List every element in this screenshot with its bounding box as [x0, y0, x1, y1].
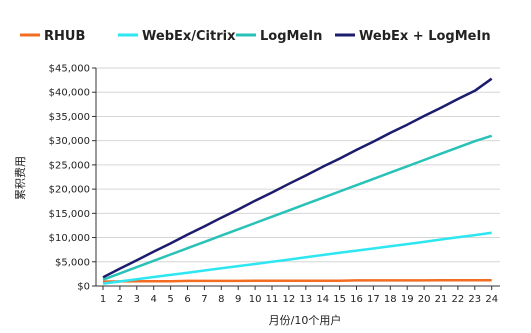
- x-tick-label: 9: [235, 294, 241, 305]
- x-tick-label: 11: [266, 294, 279, 305]
- x-tick-label: 13: [299, 294, 312, 305]
- x-tick-label: 16: [350, 294, 363, 305]
- y-tick-label: $20,000: [49, 185, 90, 196]
- x-tick-label: 7: [201, 294, 207, 305]
- x-tick-label: 20: [418, 294, 431, 305]
- x-tick-label: 1: [100, 294, 106, 305]
- x-tick-label: 15: [333, 294, 346, 305]
- series-line-logmein: [102, 134, 493, 281]
- series-lines: [102, 77, 493, 285]
- gridlines: [96, 67, 500, 263]
- x-tick-labels: 1 2 3 4 5 6 7 8 9 10 11 12 13 14 15 16 17 18 19 20 21 22 23 24: [100, 286, 498, 305]
- legend: RHUB WebEx/Citrix LogMeIn WebEx + LogMeI…: [20, 29, 491, 44]
- series-line-webex-citrix: [102, 231, 492, 285]
- x-tick-label: 4: [151, 294, 157, 305]
- y-tick-label: $25,000: [49, 160, 90, 171]
- x-tick-label: 21: [435, 294, 448, 305]
- x-tick-label: 18: [384, 294, 397, 305]
- y-tick-label: $45,000: [49, 64, 90, 75]
- legend-item-rhub: RHUB: [20, 29, 85, 44]
- x-tick-label: 24: [485, 294, 498, 305]
- x-tick-label: 8: [218, 294, 224, 305]
- y-tick-labels: $0 $5,000 $10,000 $15,000 $20,000 $25,000 $30,…: [49, 64, 96, 293]
- legend-label-rhub: RHUB: [44, 29, 85, 44]
- x-tick-label: 2: [117, 294, 123, 305]
- x-tick-label: 23: [468, 294, 481, 305]
- y-tick-label: $10,000: [49, 233, 90, 244]
- series-line-rhub: [102, 278, 492, 283]
- x-tick-label: 5: [167, 294, 173, 305]
- x-tick-label: 14: [316, 294, 329, 305]
- x-tick-label: 17: [367, 294, 380, 305]
- legend-label-logmein: LogMeIn: [260, 29, 322, 44]
- legend-label-webex-logmein: WebEx + LogMeIn: [359, 29, 491, 44]
- legend-item-logmein: LogMeIn: [236, 29, 322, 44]
- x-tick-label: 19: [401, 294, 414, 305]
- legend-item-webex-logmein: WebEx + LogMeIn: [335, 29, 491, 44]
- y-tick-label: $30,000: [49, 136, 90, 147]
- axes: [95, 68, 500, 287]
- y-tick-label: $40,000: [49, 88, 90, 99]
- y-axis-title: 累积费用: [14, 156, 27, 200]
- series-line-webex-logmein: [102, 77, 493, 279]
- y-tick-label: $5,000: [55, 257, 90, 268]
- x-axis-title: 月份/10个用户: [269, 313, 342, 327]
- legend-item-webex-citrix: WebEx/Citrix: [118, 29, 236, 44]
- x-tick-label: 3: [134, 294, 140, 305]
- x-tick-label: 6: [184, 294, 190, 305]
- y-tick-label: $0: [77, 282, 90, 293]
- y-tick-label: $15,000: [49, 209, 90, 220]
- x-tick-label: 22: [452, 294, 465, 305]
- x-tick-label: 12: [283, 294, 296, 305]
- y-tick-label: $35,000: [49, 112, 90, 123]
- x-tick-label: 10: [249, 294, 262, 305]
- legend-label-webex-citrix: WebEx/Citrix: [142, 29, 236, 44]
